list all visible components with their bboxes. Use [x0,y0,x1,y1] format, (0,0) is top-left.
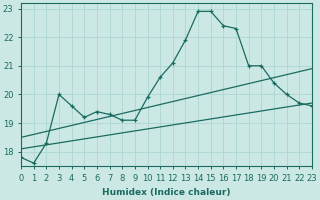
X-axis label: Humidex (Indice chaleur): Humidex (Indice chaleur) [102,188,231,197]
